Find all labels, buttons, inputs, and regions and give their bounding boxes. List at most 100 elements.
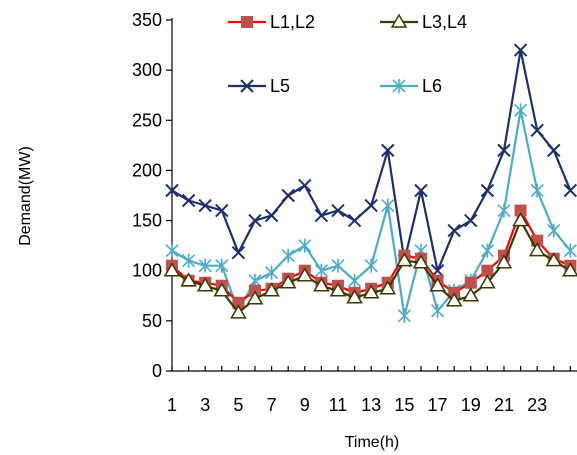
x-tick-label: 21 <box>494 395 514 415</box>
data-point-l5 <box>530 123 544 138</box>
data-point-l6 <box>331 258 345 273</box>
data-point-l6 <box>497 203 511 218</box>
y-tick-label: 200 <box>132 160 162 180</box>
y-tick-label: 350 <box>132 10 162 30</box>
x-tick-label: 5 <box>233 395 243 415</box>
data-point-l3-l4 <box>412 254 430 269</box>
x-tick-label: 23 <box>527 395 547 415</box>
y-tick-label: 0 <box>152 361 162 381</box>
data-point-l1-l2 <box>514 204 527 217</box>
data-point-l6 <box>480 243 494 258</box>
y-axis-title: Demand(MW) <box>17 146 34 246</box>
data-point-l3-l4 <box>429 277 446 292</box>
data-point-l5 <box>563 183 577 198</box>
data-point-l3-l4 <box>230 304 247 319</box>
data-point-l5 <box>364 198 378 213</box>
data-point-l3-l4 <box>163 262 181 277</box>
data-point-l3-l4 <box>545 252 563 267</box>
legend-marker <box>241 16 253 28</box>
data-point-l3-l4 <box>329 282 347 297</box>
data-point-l6 <box>314 263 328 278</box>
data-point-l3-l4 <box>445 292 463 307</box>
legend-item-l5: L5 <box>228 76 290 96</box>
data-point-l6 <box>364 258 378 273</box>
data-point-l5 <box>231 245 246 260</box>
data-point-l6 <box>530 183 544 198</box>
data-point-l5 <box>464 213 478 228</box>
data-point-l5 <box>264 208 279 223</box>
legend-marker <box>390 13 408 28</box>
data-point-l3-l4 <box>562 262 577 277</box>
x-tick-label: 15 <box>394 395 414 415</box>
x-tick-label: 13 <box>361 395 381 415</box>
data-point-l5 <box>281 188 295 203</box>
data-point-l5 <box>480 183 495 198</box>
x-tick-label: 7 <box>267 395 277 415</box>
data-point-l1-l2 <box>481 264 494 277</box>
y-tick-label: 300 <box>132 60 162 80</box>
data-point-l3-l4 <box>246 290 264 305</box>
y-tick-label: 50 <box>142 311 162 331</box>
data-point-l3-l4 <box>213 282 231 297</box>
data-point-l3-l4 <box>362 284 380 299</box>
data-point-l5 <box>381 143 395 158</box>
data-point-l3-l4 <box>528 242 546 257</box>
data-point-l6 <box>182 253 196 268</box>
data-point-l5 <box>181 193 196 208</box>
x-tick-label: 1 <box>167 395 177 415</box>
data-point-l6 <box>397 308 411 323</box>
data-point-l3-l4 <box>512 212 529 227</box>
data-point-l6 <box>547 223 561 238</box>
series-l6 <box>165 103 577 323</box>
data-point-l6 <box>215 258 229 273</box>
data-point-l5 <box>447 223 461 238</box>
data-point-l5 <box>298 178 312 193</box>
data-point-l5 <box>547 143 561 158</box>
legend: L1,L2 L3,L4 L5 L6 <box>228 12 467 96</box>
x-axis-title: Time(h) <box>345 434 400 451</box>
series-l3-l4 <box>163 212 577 319</box>
legend-item-l1-l2: L1,L2 <box>228 12 315 32</box>
data-point-l5 <box>215 203 229 218</box>
data-point-l3-l4 <box>196 277 214 292</box>
data-point-l3-l4 <box>263 282 280 297</box>
data-point-l6 <box>281 248 295 263</box>
data-point-l3-l4 <box>495 254 513 269</box>
data-point-l3-l4 <box>379 280 397 295</box>
legend-label: L3,L4 <box>422 12 467 32</box>
x-tick-label: 19 <box>461 395 481 415</box>
data-point-l1-l2 <box>464 276 477 289</box>
data-point-l6 <box>298 238 312 253</box>
legend-item-l3-l4: L3,L4 <box>380 12 467 32</box>
legend-label: L5 <box>270 76 290 96</box>
data-point-l5 <box>248 213 262 228</box>
series-l5 <box>165 43 577 278</box>
x-tick-label: 9 <box>300 395 310 415</box>
data-point-l6 <box>265 265 279 280</box>
legend-marker <box>240 79 254 93</box>
data-point-l3-l4 <box>296 267 314 282</box>
data-point-l5 <box>331 203 345 218</box>
data-point-l6 <box>381 198 395 213</box>
data-point-l5 <box>198 198 212 213</box>
data-point-l5 <box>414 183 428 198</box>
legend-label: L6 <box>422 76 442 96</box>
series-layer <box>163 43 577 323</box>
data-point-l6 <box>165 243 179 258</box>
legend-item-l6: L6 <box>380 76 442 96</box>
data-point-l6 <box>348 273 362 288</box>
data-point-l5 <box>513 43 528 57</box>
legend-label: L1,L2 <box>270 12 315 32</box>
x-tick-label: 11 <box>329 395 348 415</box>
data-point-l6 <box>513 103 528 118</box>
data-point-l3-l4 <box>313 277 330 292</box>
data-point-l6 <box>198 258 212 273</box>
data-point-l5 <box>497 143 511 158</box>
data-point-l3-l4 <box>396 252 413 267</box>
data-point-l3-l4 <box>462 287 480 302</box>
data-point-l5 <box>314 208 329 223</box>
data-point-l5 <box>347 213 362 228</box>
data-point-l6 <box>431 303 445 318</box>
